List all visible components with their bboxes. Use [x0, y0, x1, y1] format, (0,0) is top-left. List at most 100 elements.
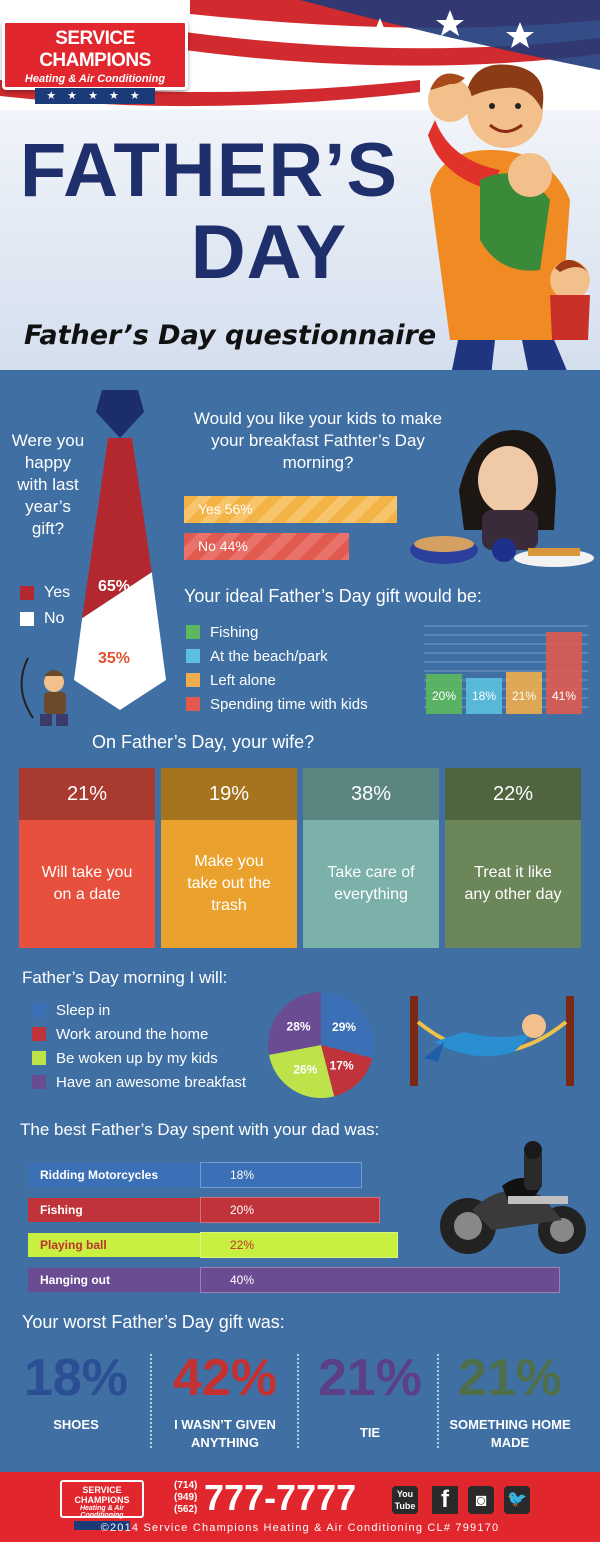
legend-label: Left alone [210, 671, 276, 689]
best-day-category: Fishing [28, 1198, 200, 1222]
tie-segment-no [74, 572, 166, 710]
legend-label: Sleep in [56, 1001, 111, 1019]
pie-slice-label: 17% [330, 1059, 354, 1073]
question-happy-gift: Were you happy with last year’s gift? [11, 431, 85, 538]
legend-label: Have an awesome breakfast [56, 1073, 247, 1091]
pie-slice-label: 29% [332, 1020, 356, 1034]
worst-item-tie: 21% TIE [295, 1346, 445, 1442]
wife-card-date: 21% Will take you on a date [19, 768, 155, 948]
gift-bar-label: 21% [512, 689, 536, 703]
best-day-category: Hanging out [28, 1268, 200, 1292]
legend-label: Be woken up by my kids [56, 1049, 218, 1067]
legend-item-kids: Spending time with kids [186, 692, 368, 716]
motorcycle-illustration [440, 1141, 586, 1254]
worst-item-shoes: 18% SHOES [1, 1346, 151, 1434]
question-morning: Father’s Day morning I will: [22, 968, 228, 987]
legend-swatch [186, 697, 200, 711]
tie-chart [74, 390, 166, 710]
breakfast-bar-yes: Yes 56% [184, 496, 397, 523]
legend-swatch-yes [20, 586, 34, 600]
worst-label: I WASN’T GIVEN ANYTHING [174, 1417, 276, 1450]
legend-label: At the beach/park [210, 647, 328, 665]
logo-name: SERVICE CHAMPIONS [39, 28, 151, 71]
best-day-bar: 20% [200, 1197, 380, 1223]
area-code: (714) [174, 1480, 198, 1491]
legend-label: Spending time with kids [210, 695, 368, 713]
wife-card-trash: 19% Make you take out the trash [161, 768, 297, 948]
legend-swatch [32, 1027, 46, 1041]
copyright: ©2014 Service Champions Heating & Air Co… [100, 1522, 500, 1534]
legend-swatch [186, 649, 200, 663]
gift-bar-label: 41% [552, 689, 576, 703]
worst-label: TIE [359, 1425, 381, 1440]
legend-ideal-gift: Fishing At the beach/park Left alone Spe… [186, 620, 368, 716]
instagram-icon[interactable]: ◙ [468, 1486, 494, 1514]
legend-label: Fishing [210, 623, 259, 641]
gift-bar-label: 20% [432, 689, 456, 703]
legend-swatch [186, 625, 200, 639]
area-code: (562) [174, 1504, 198, 1515]
legend-swatch [32, 1003, 46, 1017]
logo-tagline: Heating & Air Conditioning [24, 73, 166, 85]
footer-logo-name: SERVICE CHAMPIONS [74, 1485, 130, 1505]
legend-label: Work around the home [56, 1025, 209, 1043]
legend-label-yes: Yes [44, 584, 71, 601]
worst-percent: 21% [457, 1349, 563, 1407]
worst-label: SHOES [53, 1417, 99, 1432]
ideal-gift-bar-chart: 20% 18% 21% 41% [424, 625, 588, 714]
divider [150, 1354, 152, 1448]
wife-card-text: Make you take out the trash [161, 820, 297, 948]
twitter-icon[interactable]: 🐦 [504, 1486, 530, 1514]
pie-slice-label: 26% [293, 1063, 317, 1077]
wife-card-text: Take care of everything [303, 820, 439, 948]
footer-logo-stars [74, 1521, 130, 1530]
footer-logo[interactable]: SERVICE CHAMPIONS Heating & Air Conditio… [60, 1480, 144, 1530]
title-line-1: FATHER’S [19, 128, 399, 213]
logo-stars: ★ ★ ★ ★ ★ [35, 88, 155, 104]
legend-item-woken: Be woken up by my kids [32, 1046, 246, 1070]
wife-card-text: Treat it like any other day [445, 820, 581, 948]
title-line-2: DAY [190, 210, 348, 295]
footer: SERVICE CHAMPIONS Heating & Air Conditio… [0, 1472, 600, 1542]
question-wife: On Father’s Day, your wife? [92, 732, 315, 752]
wife-card-text: Will take you on a date [19, 820, 155, 948]
legend-swatch [32, 1075, 46, 1089]
question-best-day: The best Father’s Day spent with your da… [20, 1120, 380, 1139]
tie-label-no: 35% [98, 650, 131, 667]
tie-knot [96, 390, 144, 438]
question-ideal-gift: Your ideal Father’s Day gift would be: [184, 586, 482, 606]
legend-item-work: Work around the home [32, 1022, 246, 1046]
gift-bar [546, 632, 582, 714]
wife-card-percent: 38% [303, 768, 439, 820]
gift-bar [426, 674, 462, 714]
legend-item-sleep-in: Sleep in [32, 998, 246, 1022]
legend-happy-gift: Yes No [20, 580, 70, 632]
wife-card-percent: 22% [445, 768, 581, 820]
tie-segment-yes [82, 438, 152, 619]
best-day-category: Ridding Motorcycles [28, 1163, 200, 1187]
tie-label-yes: 65% [98, 578, 131, 595]
breakfast-bar-no: No 44% [184, 533, 349, 560]
gift-bar [466, 678, 502, 714]
pie-slice [268, 1045, 335, 1098]
facebook-icon[interactable]: f [432, 1486, 458, 1514]
worst-percent: 42% [172, 1349, 278, 1407]
phone-number[interactable]: 777-7777 [204, 1477, 357, 1518]
legend-item-no: No [20, 606, 70, 632]
wife-card-percent: 21% [19, 768, 155, 820]
legend-swatch [32, 1051, 46, 1065]
best-day-category: Playing ball [28, 1233, 200, 1257]
best-day-bar: 18% [200, 1162, 362, 1188]
morning-pie-chart: 29% 17% 26% 28% [268, 992, 374, 1098]
worst-item-nothing: 42% I WASN’T GIVEN ANYTHING [150, 1346, 300, 1452]
gift-bar [506, 672, 542, 714]
worst-percent: 18% [23, 1349, 129, 1407]
youtube-icon[interactable]: You Tube [392, 1486, 418, 1514]
worst-label: SOMETHING HOME MADE [449, 1417, 571, 1450]
pie-slice [321, 1045, 373, 1097]
wife-card-everything: 38% Take care of everything [303, 768, 439, 948]
legend-item-left-alone: Left alone [186, 668, 368, 692]
wife-card-percent: 19% [161, 768, 297, 820]
question-worst-gift: Your worst Father’s Day gift was: [22, 1312, 285, 1332]
company-logo[interactable]: SERVICE CHAMPIONS Heating & Air Conditio… [2, 20, 188, 104]
